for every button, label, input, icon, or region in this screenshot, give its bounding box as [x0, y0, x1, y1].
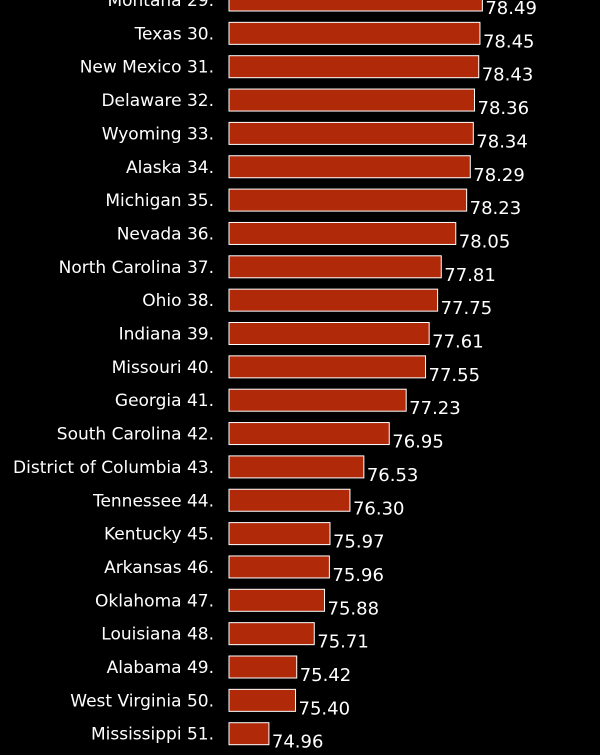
- bar: [228, 255, 442, 279]
- labels-layer: Montana 29. 78.49 Texas 30. 78.45 New Mexico…: [13, 0, 537, 753]
- category-label: Georgia 41.: [115, 391, 214, 411]
- bar: [228, 455, 365, 479]
- bar: [228, 655, 298, 679]
- category-label: Alaska 34.: [126, 158, 214, 178]
- bar: [228, 422, 390, 446]
- category-label: Ohio 38.: [142, 291, 214, 311]
- category-label: North Carolina 37.: [59, 258, 214, 278]
- bar: [228, 588, 326, 612]
- bar: [228, 21, 481, 45]
- bar: [228, 55, 480, 79]
- category-label: Montana 29.: [107, 0, 214, 11]
- bar: [228, 522, 331, 546]
- bar: [228, 388, 407, 412]
- category-label: West Virginia 50.: [70, 691, 214, 711]
- data-label: 77.81: [444, 265, 496, 286]
- bar: [228, 288, 439, 312]
- category-label: Wyoming 33.: [102, 124, 214, 144]
- category-label: Nevada 36.: [117, 224, 214, 244]
- category-label: Oklahoma 47.: [95, 591, 214, 611]
- data-label: 78.36: [478, 98, 530, 119]
- category-label: Delaware 32.: [101, 91, 214, 111]
- data-label: 75.40: [299, 698, 351, 719]
- data-label: 78.49: [485, 0, 537, 19]
- category-label: Michigan 35.: [105, 191, 214, 211]
- bar: [228, 555, 330, 579]
- data-label: 78.05: [459, 231, 511, 252]
- bar: [228, 355, 427, 379]
- category-label: Texas 30.: [134, 24, 214, 44]
- data-label: 74.96: [272, 732, 324, 753]
- bars-layer: [228, 0, 483, 746]
- data-label: 75.96: [332, 565, 384, 586]
- category-label: Missouri 40.: [112, 358, 214, 378]
- category-label: Mississippi 51.: [91, 725, 214, 745]
- data-label: 78.43: [482, 65, 534, 86]
- data-label: 77.55: [429, 365, 481, 386]
- bar: [228, 622, 315, 646]
- data-label: 76.30: [353, 498, 405, 519]
- category-label: Alabama 49.: [107, 658, 214, 678]
- data-label: 75.97: [333, 532, 385, 553]
- bar: [228, 121, 474, 145]
- data-label: 77.61: [432, 332, 484, 353]
- bar: [228, 722, 270, 746]
- data-label: 76.95: [392, 432, 444, 453]
- data-label: 78.45: [483, 31, 535, 52]
- data-label: 77.23: [409, 398, 461, 419]
- bar: [228, 155, 471, 179]
- data-label: 78.34: [476, 131, 528, 152]
- category-label: Kentucky 45.: [104, 525, 214, 545]
- data-label: 78.23: [470, 198, 522, 219]
- category-label: Tennessee 44.: [92, 491, 214, 511]
- bar: [228, 221, 457, 245]
- category-label: Indiana 39.: [119, 325, 214, 345]
- category-label: Arkansas 46.: [104, 558, 214, 578]
- bar: [228, 322, 430, 345]
- data-label: 78.29: [473, 165, 525, 186]
- data-label: 75.88: [328, 598, 380, 619]
- bar: [228, 188, 468, 212]
- bar: [228, 88, 476, 112]
- data-label: 75.71: [317, 632, 369, 653]
- bar: [228, 688, 297, 712]
- bar: [228, 488, 351, 512]
- data-label: 76.53: [367, 465, 419, 486]
- data-label: 75.42: [300, 665, 352, 686]
- bar: [228, 0, 483, 12]
- category-label: District of Columbia 43.: [13, 458, 214, 478]
- category-label: New Mexico 31.: [80, 58, 214, 78]
- category-label: South Carolina 42.: [57, 425, 214, 445]
- category-label: Louisiana 48.: [101, 625, 214, 645]
- data-label: 77.75: [441, 298, 493, 319]
